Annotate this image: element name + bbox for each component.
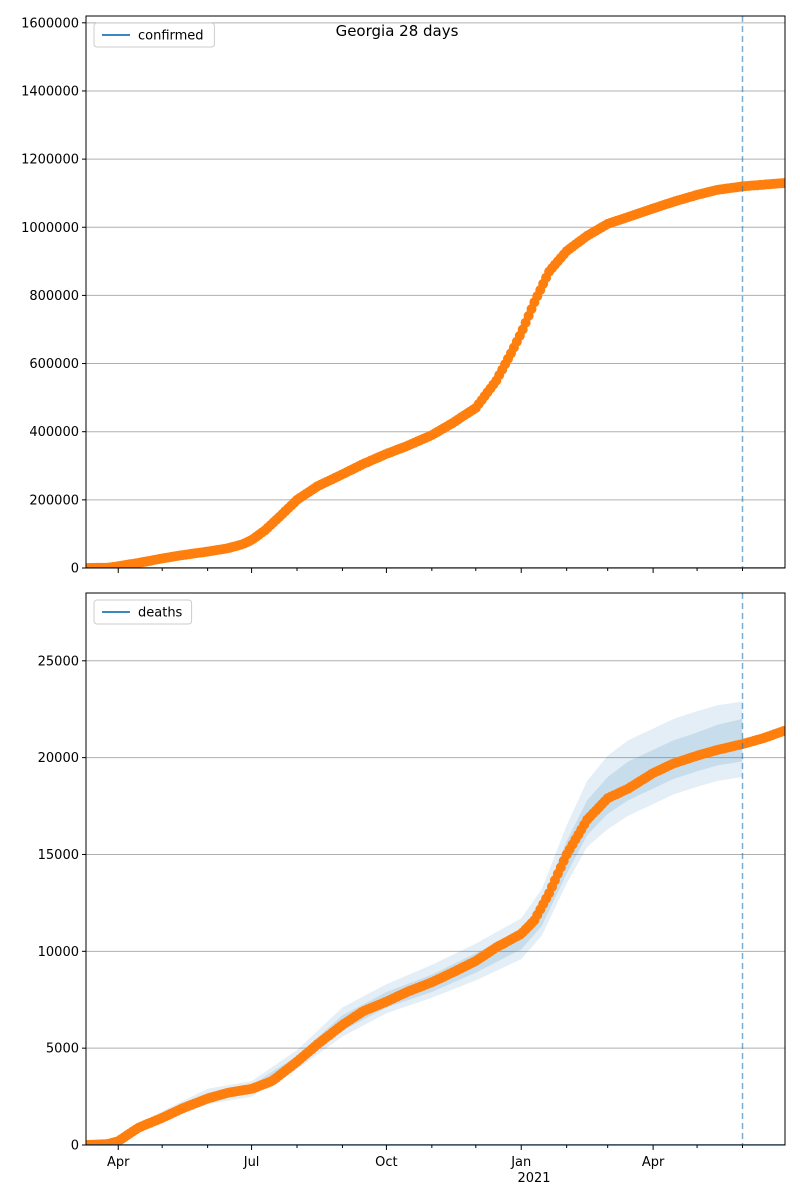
x-tick-label: Apr [642, 1155, 665, 1170]
y-tick-label: 20000 [38, 751, 79, 766]
x-axis-year-label: 2021 [517, 1171, 550, 1186]
y-tick-label: 5000 [46, 1042, 79, 1057]
plot-area [86, 178, 785, 568]
y-tick-label: 600000 [29, 357, 79, 372]
data-point [778, 726, 785, 736]
legend-label: confirmed [138, 29, 204, 44]
y-tick-label: 1200000 [21, 153, 79, 168]
x-tick-label: Apr [107, 1155, 130, 1170]
y-tick-label: 15000 [38, 848, 79, 863]
y-tick-label: 0 [71, 1139, 79, 1154]
x-tick-label: Jan [510, 1155, 531, 1170]
y-tick-label: 0 [71, 562, 79, 577]
y-tick-label: 1000000 [21, 221, 79, 236]
uncertainty-band-inner [86, 718, 743, 1145]
plot-area [86, 701, 785, 1145]
uncertainty-band-outer [86, 701, 743, 1145]
legend-confirmed: confirmed [93, 22, 215, 48]
y-tick-label: 800000 [29, 289, 79, 304]
panel-deaths: 0 5000 10000 15000 20000 25000 Apr Jul Oct Jan Apr… [38, 592, 786, 1170]
legend-label: deaths [138, 606, 183, 621]
axes-frame [85, 15, 786, 569]
y-tick-label: 400000 [29, 425, 79, 440]
y-tick-label: 1400000 [21, 84, 79, 99]
y-tick-label: 25000 [38, 654, 79, 669]
axes-frame [85, 592, 786, 1146]
observed-points [86, 178, 785, 568]
legend-deaths: deaths [93, 599, 193, 625]
observed-points [86, 726, 785, 1145]
figure-title: Georgia 28 days [336, 22, 459, 40]
y-tick-label: 10000 [38, 945, 79, 960]
data-point [778, 178, 785, 189]
y-tick-label: 1600000 [21, 16, 79, 31]
legend-box [93, 22, 215, 48]
y-tick-label: 200000 [29, 493, 79, 508]
x-tick-label: Oct [375, 1155, 397, 1170]
x-tick-label: Jul [243, 1155, 260, 1170]
panel-confirmed: 0 200000 400000 600000 800000 1000000 1200000 1… [21, 15, 786, 577]
legend-box [93, 599, 193, 625]
